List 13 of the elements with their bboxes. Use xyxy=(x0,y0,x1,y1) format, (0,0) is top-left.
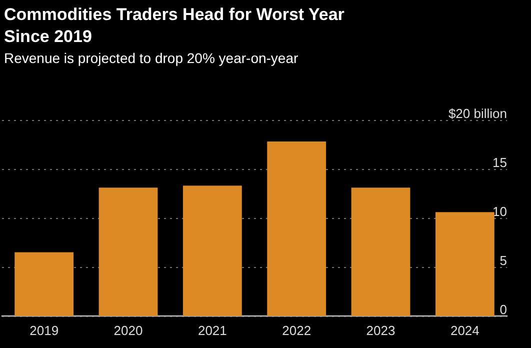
y-tick-label: 10 xyxy=(492,204,507,219)
x-tick-label: 2019 xyxy=(30,323,59,338)
x-tick-label: 2024 xyxy=(450,323,480,338)
x-tick-label: 2022 xyxy=(282,323,312,338)
y-tick-label: $20 billion xyxy=(448,106,507,121)
x-tick-label: 2020 xyxy=(114,323,143,338)
chart-title: Commodities Traders Head for Worst Year Since 2019 xyxy=(4,4,346,48)
chart-subtitle: Revenue is projected to drop 20% year-on-year xyxy=(4,50,298,66)
y-tick-label: 5 xyxy=(500,253,507,268)
y-tick-label: 15 xyxy=(492,155,507,170)
x-tick-label: 2023 xyxy=(366,323,396,338)
x-tick-label: 2021 xyxy=(198,323,227,338)
y-tick-label: 0 xyxy=(500,302,507,317)
